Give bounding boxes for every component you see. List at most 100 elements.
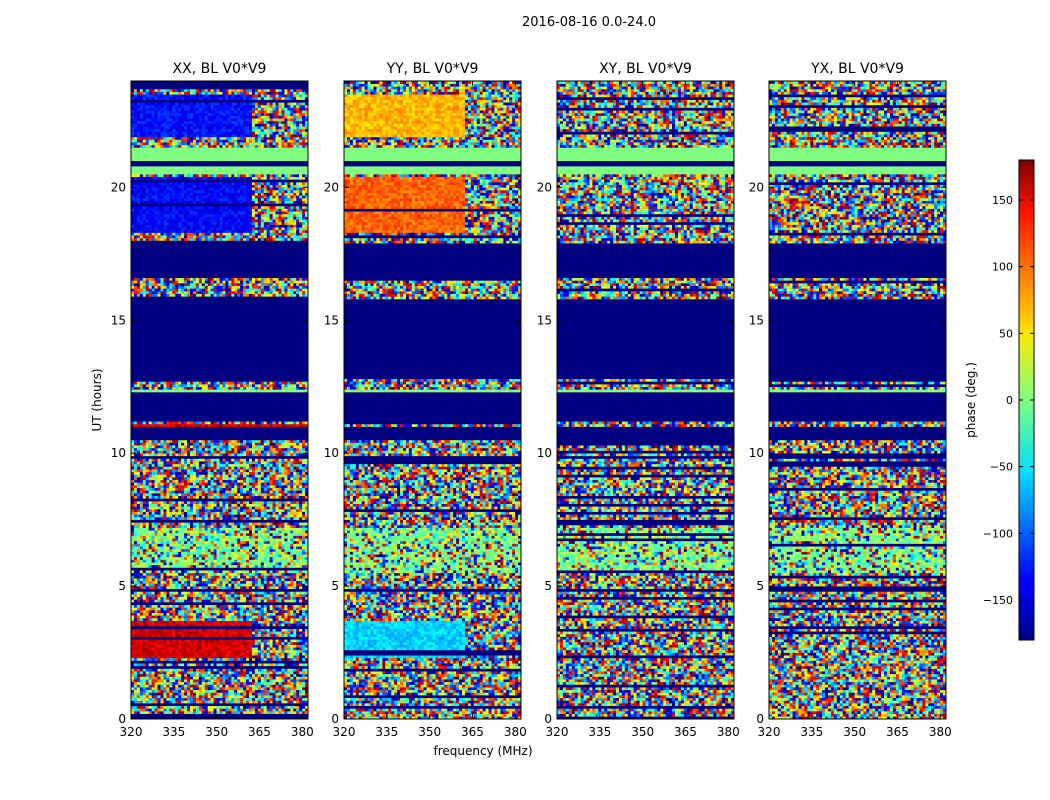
phase-cell [243, 623, 247, 627]
phase-cell [184, 596, 188, 600]
phase-cell [263, 623, 267, 627]
phase-cell [148, 516, 152, 520]
phase-cell [192, 647, 197, 651]
phase-cell [296, 668, 300, 672]
phase-cell [216, 641, 220, 645]
phase-cell [195, 644, 200, 648]
phase-cell [139, 657, 144, 661]
phase-cell [187, 471, 191, 475]
phase-cell [260, 644, 265, 648]
phase-cell [290, 652, 294, 656]
phase-cell [243, 479, 247, 483]
phase-cell [136, 633, 141, 637]
phase-cell [249, 479, 253, 483]
phase-cell [175, 514, 179, 518]
flagged-row [131, 519, 308, 523]
phase-cell [181, 471, 185, 475]
phase-cell [228, 570, 232, 574]
phase-cell [216, 708, 220, 712]
phase-cell [263, 575, 267, 579]
phase-cell [296, 562, 300, 566]
phase-cell [145, 495, 149, 499]
phase-cell [201, 676, 206, 680]
phase-cell [284, 687, 288, 691]
phase-cell [210, 639, 214, 643]
phase-cell [287, 477, 291, 481]
phase-cell [275, 641, 279, 645]
phase-cell [290, 562, 294, 566]
phase-cell [246, 641, 250, 645]
phase-cell [231, 623, 235, 627]
phase-cell [275, 508, 279, 512]
phase-cell [163, 684, 167, 688]
phase-cell [166, 633, 170, 637]
phase-cell [263, 610, 267, 613]
phase-cell [272, 649, 276, 653]
phase-cell [166, 524, 170, 528]
phase-cell [266, 466, 270, 470]
phase-cell [213, 631, 217, 635]
phase-cell [263, 705, 267, 709]
phase-cell [166, 490, 170, 494]
phase-cell [219, 647, 223, 651]
phase-cell [263, 559, 267, 563]
phase-cell [246, 511, 250, 515]
phase-cell [187, 524, 191, 528]
phase-cell [302, 697, 306, 701]
phase-cell [246, 649, 250, 653]
phase-cell [254, 479, 259, 483]
phase-cell [187, 681, 191, 685]
phase-cell [272, 572, 276, 576]
phase-cell [260, 493, 265, 496]
phase-cell [302, 543, 306, 547]
phase-cell [181, 676, 185, 680]
phase-cell [234, 495, 238, 499]
phase-cell [157, 628, 161, 632]
phase-cell [305, 663, 309, 667]
phase-cell [207, 631, 211, 635]
phase-cell [198, 485, 203, 489]
phase-cell [243, 514, 247, 518]
phase-cell [228, 679, 232, 683]
phase-cell [246, 684, 250, 688]
phase-cell [131, 463, 135, 467]
phase-cell [219, 679, 223, 683]
phase-cell [266, 506, 270, 510]
phase-cell [225, 623, 229, 627]
phase-cell [190, 575, 194, 579]
phase-cell [257, 708, 262, 712]
phase-cell [210, 487, 214, 491]
phase-cell [148, 594, 152, 598]
phase-cell [278, 540, 282, 544]
phase-cell [249, 524, 253, 528]
phase-cell [172, 466, 176, 470]
phase-cell [266, 628, 270, 632]
phase-cell [231, 578, 235, 582]
phase-cell [219, 562, 223, 566]
phase-cell [175, 679, 179, 683]
phase-cell [145, 482, 149, 486]
phase-cell [222, 527, 226, 531]
phase-cell [243, 540, 247, 544]
phase-cell [296, 610, 300, 613]
phase-cell [216, 562, 220, 566]
phase-cell [166, 578, 170, 582]
phase-cell [133, 482, 138, 486]
phase-cell [187, 482, 191, 486]
phase-cell [234, 516, 238, 520]
phase-cell [178, 535, 182, 539]
phase-cell [269, 466, 273, 470]
phase-cell [225, 501, 229, 504]
phase-cell [219, 514, 223, 518]
phase-cell [175, 594, 179, 598]
phase-cell [133, 572, 138, 576]
phase-cell [133, 543, 138, 547]
phase-cell [154, 612, 158, 616]
phase-cell [249, 668, 253, 672]
phase-cell [281, 527, 285, 531]
phase-cell [272, 485, 276, 489]
phase-cell [225, 628, 229, 632]
phase-cell [139, 503, 144, 507]
phase-cell [269, 679, 273, 683]
phase-cell [260, 556, 265, 560]
